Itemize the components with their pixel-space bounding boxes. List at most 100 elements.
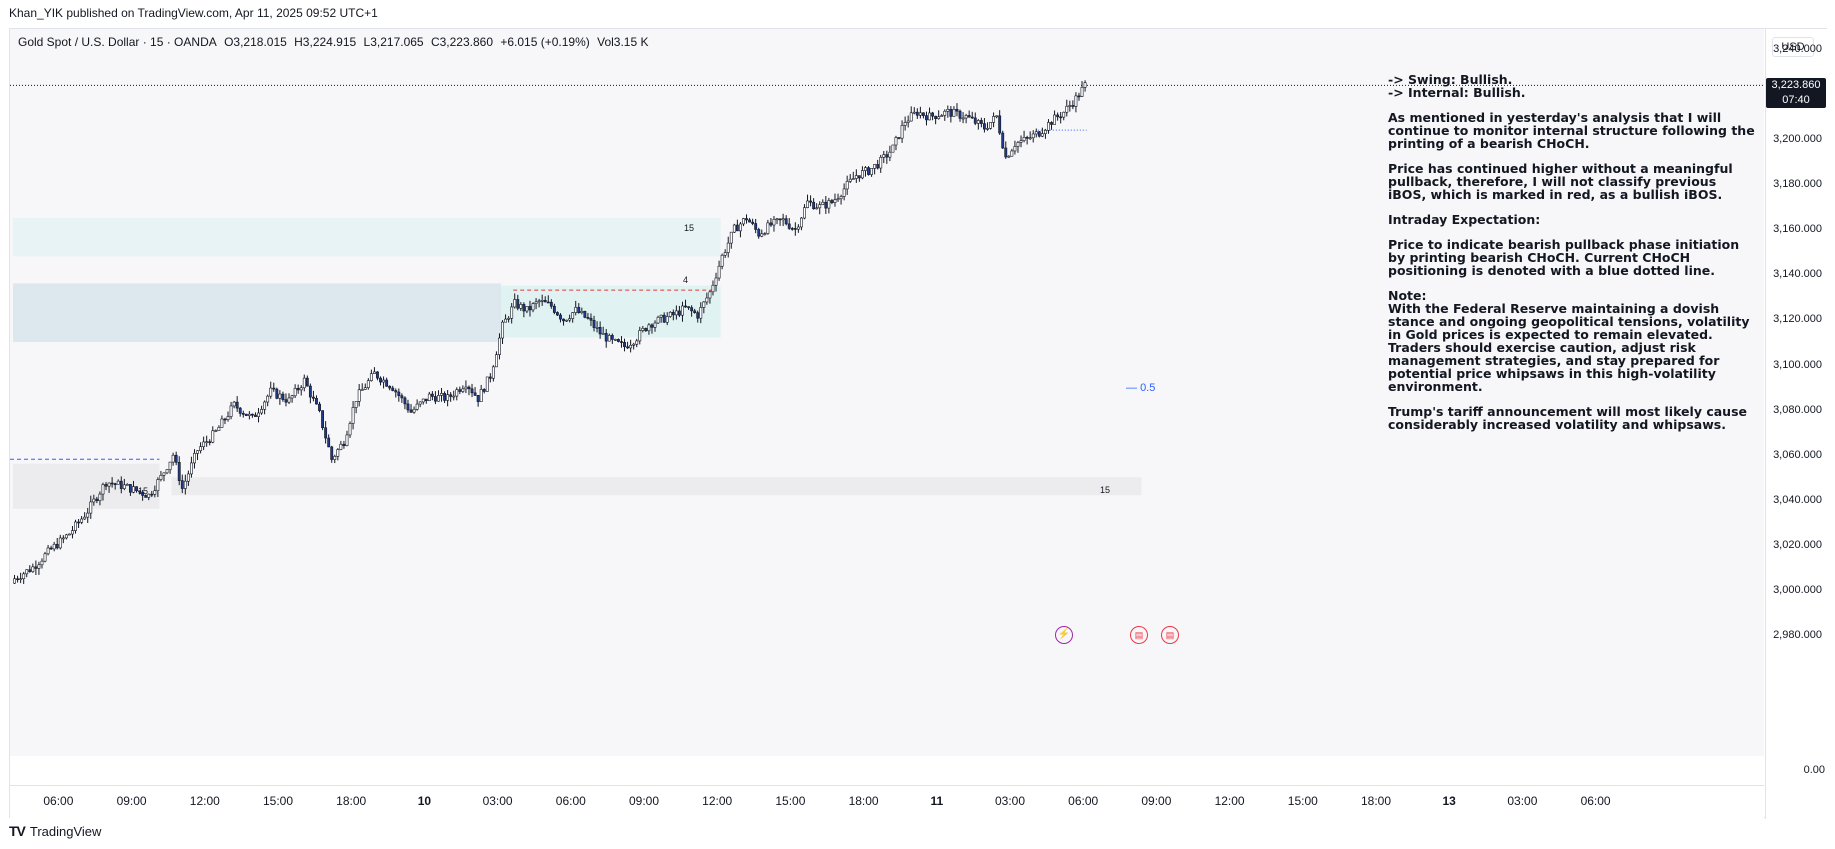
candle-up — [354, 401, 358, 408]
candle-down — [473, 392, 477, 396]
time-tick: 13 — [1442, 794, 1456, 808]
candle-up — [266, 395, 270, 403]
candle-up — [421, 398, 425, 403]
candle-down — [979, 120, 983, 124]
time-axis[interactable]: 06:00 09:00 12:00 15:00 18:00 10 03:00 06:00 09:… — [10, 785, 1764, 820]
candle-up — [190, 462, 193, 475]
candle-down — [311, 396, 315, 399]
candle-down — [223, 418, 227, 421]
candle-up — [803, 207, 806, 219]
candle-down — [324, 427, 328, 439]
price-axis[interactable]: USD 3,240.0003,220.0003,200.0003,180.000… — [1765, 29, 1828, 819]
candle-up — [287, 397, 291, 403]
candle-up — [842, 188, 846, 197]
candle-down — [610, 335, 614, 340]
candle-down — [315, 398, 318, 405]
candle-down — [921, 112, 925, 116]
plot-area[interactable]: Gold Spot / U.S. Dollar · 15 · OANDA O3,… — [10, 29, 1764, 756]
candle-up — [732, 224, 736, 233]
candle-up — [302, 377, 306, 389]
candle-down — [458, 389, 462, 392]
candle-down — [1071, 105, 1075, 107]
candle-up — [92, 498, 96, 503]
fib-level-label: — 0.5 — [1126, 382, 1156, 394]
candle-up — [494, 354, 498, 368]
candle-up — [531, 303, 535, 311]
candle-up — [891, 144, 895, 153]
candle-down — [129, 484, 132, 493]
price-tick: 3,000.000 — [1773, 583, 1822, 596]
us-flag-event-icon[interactable]: ▤ — [1130, 626, 1148, 644]
candle-up — [937, 116, 941, 119]
candle-up — [1031, 133, 1035, 139]
candle-up — [147, 493, 151, 498]
chart-frame[interactable]: Gold Spot / U.S. Dollar · 15 · OANDA O3,… — [9, 28, 1828, 820]
candle-down — [778, 218, 782, 221]
time-tick: 09:00 — [628, 794, 660, 808]
us-flag-event-icon[interactable]: ▤ — [1161, 626, 1179, 644]
candle-up — [1083, 82, 1087, 88]
candle-up — [635, 340, 639, 345]
candle-up — [906, 120, 910, 123]
candle-up — [80, 518, 84, 523]
zone-label-left: 15 — [138, 486, 149, 496]
candle-up — [1053, 114, 1056, 125]
candle-up — [299, 387, 303, 391]
symbol-name[interactable]: Gold Spot / U.S. Dollar · 15 · OANDA — [18, 35, 217, 49]
candle-down — [598, 327, 602, 335]
price-tick: 3,240.000 — [1773, 43, 1822, 55]
candle-down — [769, 222, 773, 226]
candle-down — [1037, 131, 1041, 137]
candle-up — [742, 218, 745, 225]
candle-up — [339, 443, 343, 450]
candle-up — [873, 164, 877, 169]
candle-up — [58, 537, 62, 549]
last-price-badge: 3,223.860 07:40 — [1766, 78, 1826, 109]
note-internal: -> Internal: Bullish. — [1388, 85, 1526, 100]
candle-down — [745, 218, 748, 221]
candle-up — [1010, 150, 1014, 157]
candle-up — [226, 416, 230, 420]
price-tick: 2,980.000 — [1773, 629, 1822, 641]
lightning-event-icon[interactable]: ⚡ — [1055, 626, 1073, 644]
candle-up — [446, 394, 450, 401]
candle-up — [122, 484, 126, 489]
candle-up — [940, 115, 944, 117]
candle-up — [864, 167, 867, 171]
candle-down — [470, 388, 474, 394]
candle-down — [684, 305, 687, 308]
candle-down — [241, 413, 245, 415]
candle-up — [1074, 95, 1078, 107]
candle-up — [992, 116, 996, 123]
candle-up — [918, 112, 922, 116]
candlestick-chart[interactable] — [10, 29, 1764, 756]
candle-up — [13, 578, 16, 584]
candle-down — [616, 339, 620, 342]
zone-box — [171, 477, 1142, 496]
candle-up — [162, 472, 166, 476]
candle-down — [589, 317, 593, 321]
candle-up — [351, 407, 355, 424]
price-tick: 3,060.000 — [1773, 448, 1822, 461]
candle-up — [836, 198, 840, 201]
candle-down — [857, 175, 861, 179]
candle-down — [1056, 114, 1060, 118]
candle-down — [677, 310, 681, 316]
candle-down — [543, 300, 547, 303]
ohlc-close: C3,223.860 — [430, 35, 494, 49]
swing-label: 4 — [683, 275, 689, 285]
candle-up — [665, 316, 669, 323]
candle-up — [989, 122, 992, 129]
currency-label[interactable]: USD — [1772, 37, 1814, 57]
candle-up — [159, 474, 163, 480]
time-tick: 15:00 — [262, 794, 294, 808]
candle-up — [86, 512, 90, 518]
candle-down — [931, 112, 935, 117]
candle-up — [799, 217, 803, 228]
candle-up — [418, 401, 422, 405]
candle-up — [107, 482, 111, 487]
candle-up — [772, 218, 776, 226]
candle-up — [986, 128, 989, 130]
candle-up — [168, 461, 172, 471]
time-tick: 18:00 — [848, 794, 879, 808]
